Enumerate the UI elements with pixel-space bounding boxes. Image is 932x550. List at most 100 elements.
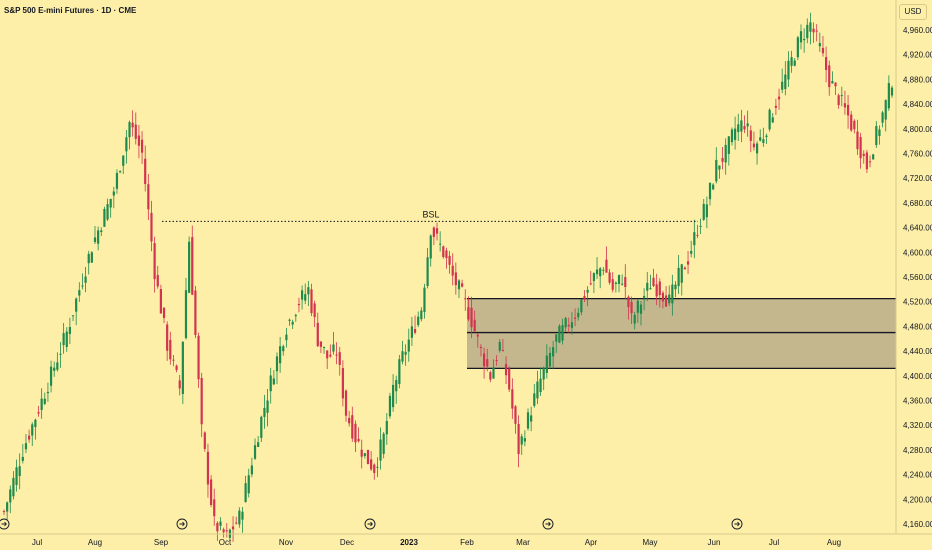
- candle: [68, 317, 71, 344]
- candle: [784, 61, 787, 96]
- candle: [175, 364, 178, 373]
- candle: [2, 509, 6, 516]
- candle: [257, 435, 260, 448]
- candle: [263, 394, 266, 429]
- y-tick-label: 4,640.00: [903, 224, 932, 233]
- candle: [84, 266, 87, 293]
- candle: [759, 129, 762, 142]
- candle: [602, 267, 605, 276]
- candle: [144, 145, 147, 192]
- forward-icon[interactable]: [364, 518, 376, 530]
- currency-badge[interactable]: USD: [899, 4, 927, 20]
- candle: [702, 198, 705, 221]
- candle: [122, 155, 125, 174]
- y-tick-label: 4,720.00: [903, 174, 932, 183]
- candle: [250, 457, 253, 478]
- chart-title: S&P 500 E-mini Futures · 1D · CME: [4, 6, 137, 15]
- candle: [561, 318, 564, 345]
- candle: [539, 367, 542, 397]
- y-tick-label: 4,920.00: [903, 51, 932, 60]
- candle: [395, 375, 398, 404]
- candle: [112, 186, 115, 209]
- time-axis[interactable]: Jul Aug Sep Oct Nov Dec 2023 Feb Mar Apr May Jun Jul…: [32, 538, 841, 547]
- y-tick-label: 4,160.00: [903, 520, 932, 529]
- candle: [865, 149, 868, 173]
- candle: [614, 281, 617, 293]
- candle: [530, 406, 533, 432]
- candle: [429, 234, 432, 267]
- y-tick-label: 4,240.00: [903, 471, 932, 480]
- candle: [705, 196, 708, 229]
- candle: [812, 22, 815, 43]
- x-tick-label: Dec: [340, 538, 354, 547]
- candle: [200, 372, 203, 438]
- candle: [322, 346, 326, 354]
- candle: [288, 318, 291, 326]
- candle: [150, 200, 153, 252]
- candle: [457, 279, 461, 298]
- candle: [504, 356, 508, 384]
- candle: [9, 485, 12, 514]
- forward-icon[interactable]: [542, 518, 554, 530]
- candle: [831, 71, 834, 84]
- candle: [329, 344, 332, 358]
- candle: [790, 50, 793, 73]
- candle: [621, 274, 624, 286]
- candle: [536, 370, 539, 405]
- candle: [730, 127, 734, 146]
- candle: [43, 392, 46, 406]
- candle: [225, 523, 228, 538]
- candle: [875, 121, 878, 148]
- candle: [846, 94, 850, 129]
- candle: [159, 284, 162, 314]
- y-tick-label: 4,400.00: [903, 372, 932, 381]
- candle: [862, 150, 865, 164]
- candle: [498, 339, 501, 353]
- forward-icon[interactable]: [176, 518, 188, 530]
- candle: [649, 274, 652, 290]
- candle: [734, 116, 737, 150]
- candle: [806, 18, 809, 44]
- candle: [762, 127, 765, 147]
- candle: [137, 124, 141, 159]
- price-axis[interactable]: 4,960.00 4,920.00 4,880.00 4,840.00 4,800.00…: [903, 26, 932, 529]
- candle: [639, 300, 643, 326]
- candle: [275, 352, 279, 385]
- candle: [128, 120, 131, 150]
- candle: [247, 468, 250, 498]
- candle: [721, 146, 724, 170]
- candle: [197, 332, 200, 388]
- candle: [583, 290, 586, 303]
- candle: [611, 272, 614, 293]
- candle: [338, 346, 341, 376]
- x-tick-label: Oct: [219, 538, 232, 547]
- x-tick-label: Aug: [827, 538, 841, 547]
- candle: [853, 119, 856, 134]
- candle: [125, 129, 128, 164]
- candle: [624, 264, 627, 299]
- forward-icon[interactable]: [0, 518, 10, 530]
- candle: [668, 285, 671, 306]
- candle: [285, 327, 288, 348]
- y-tick-label: 4,800.00: [903, 125, 932, 134]
- candle: [523, 430, 526, 447]
- candle: [683, 266, 687, 270]
- candle: [552, 340, 555, 370]
- candle: [646, 271, 649, 302]
- candle: [545, 344, 548, 379]
- candle: [385, 413, 388, 445]
- x-tick-label: Jul: [769, 538, 779, 547]
- y-tick-label: 4,960.00: [903, 26, 932, 35]
- candle: [658, 278, 661, 308]
- candle: [272, 370, 275, 386]
- candle: [93, 226, 97, 245]
- candle: [194, 285, 197, 339]
- candle: [727, 136, 730, 166]
- candle: [799, 24, 803, 50]
- supply-zone: [467, 297, 896, 370]
- candle: [100, 227, 103, 237]
- forward-icon[interactable]: [731, 518, 743, 530]
- y-tick-label: 4,760.00: [903, 150, 932, 159]
- candle: [821, 35, 825, 57]
